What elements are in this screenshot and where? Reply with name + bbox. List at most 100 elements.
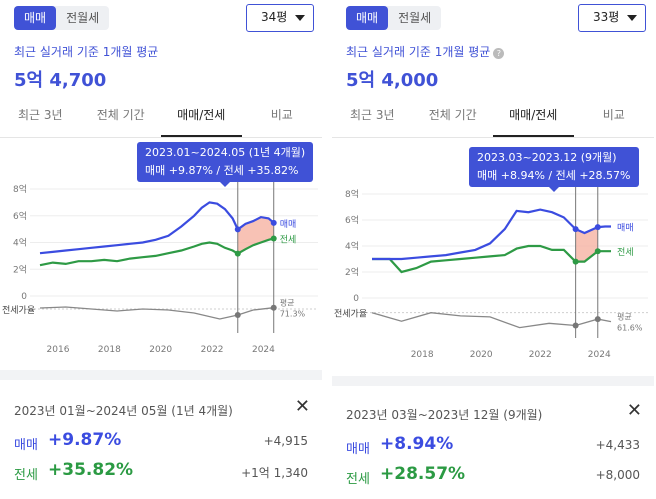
size-select-value: 33평 [593,10,620,24]
jeonse-end-label: 전세 [280,234,297,245]
tab-all-period[interactable]: 전체 기간 [96,108,145,122]
jeonse-label: 전세 [14,468,38,483]
summary-row-jeonse: 전세 +28.57% +8,000 [346,464,640,488]
y-tick-label: 8억 [345,188,359,200]
tooltip-period: 2023.03~2023.12 (9개월) [477,151,617,164]
ratio-marker [594,316,601,323]
tab-sale-jeonse[interactable]: 매매/전세 [161,100,242,137]
sale-label: 매매 [346,442,370,457]
sale-end-label: 매매 [617,223,634,234]
ratio-end-label: 평균 [280,298,295,308]
jeonse-marker [572,258,579,265]
sale-marker [594,224,601,231]
close-icon[interactable]: ✕ [626,400,642,421]
y-tick-label: 0 [353,294,359,304]
summary-period: 2023년 03월~2023년 12월 (9개월) [346,408,543,422]
tab-sale-jeonse[interactable]: 매매/전세 [493,100,574,137]
period-tabs: 최근 3년 전체 기간 매매/전세 비교 [0,100,322,138]
help-icon[interactable]: ? [493,48,505,59]
sale-label: 매매 [14,438,38,453]
ratio-end-label: 평균 [617,312,632,322]
toggle-sale[interactable]: 매매 [14,6,57,30]
jeonse-marker [270,235,277,242]
jeonse-change-amount: +1억 1,340 [241,466,308,480]
sale-change-amount: +4,915 [263,434,308,448]
highlight-area [575,227,598,262]
period-tabs: 최근 3년 전체 기간 매매/전세 비교 [332,100,654,138]
current-price: 5억 4,000 [346,70,439,91]
tab-all-period[interactable]: 전체 기간 [428,108,477,122]
x-tick-label: 2018 [98,345,121,355]
sale-line [372,208,611,261]
size-select[interactable]: 34평 [246,4,314,32]
range-tooltip: 2023.03~2023.12 (9개월) 매매 +8.94% / 전세 +28… [469,147,639,192]
ratio-marker [234,312,241,318]
jeonse-marker [234,250,241,257]
divider [332,376,654,386]
jeonse-line [39,237,274,267]
left-panel: 매매 전월세 34평 최근 실거래 기준 1개월 평균 5억 4,700 최근 … [0,0,322,499]
price-chart[interactable]: 8억 6억 4억 2억 0 매매 전세 평균 71.3% 전세가율 2016 2018 2020 2022… [0,139,322,365]
summary-row-sale: 매매 +8.94% +4,433 [346,434,640,458]
price-basis-text: 최근 실거래 기준 1개월 평균 [346,45,491,59]
price-chart[interactable]: 8억 6억 4억 2억 0 매매 전세 평균 61.6% 전세가율 2018 2020 2022 2024… [332,139,654,365]
tab-recent-3y[interactable]: 최근 3년 [17,108,63,122]
range-summary: 2023년 01월~2024년 05월 (1년 4개월) ✕ 매매 +9.87%… [0,380,322,499]
highlight-area [237,217,274,254]
tab-compare[interactable]: 비교 [270,108,293,122]
trade-type-toggle: 매매 전월세 [346,6,442,30]
size-select[interactable]: 33평 [578,4,646,32]
jeonse-marker [594,248,601,255]
y-tick-label: 2억 [345,266,359,278]
sale-marker [572,226,579,233]
jeonse-change-pct: +35.82% [48,460,134,480]
x-tick-label: 2024 [252,345,275,355]
trade-type-toggle: 매매 전월세 [14,6,110,30]
toggle-rent[interactable]: 전월세 [66,11,100,25]
divider [0,370,322,380]
sale-change-pct: +8.94% [380,434,454,454]
sale-line [39,201,275,255]
ratio-line [39,306,274,320]
sale-change-pct: +9.87% [48,430,122,450]
x-tick-label: 2022 [529,350,552,360]
y-tick-label: 8억 [13,183,27,195]
y-tick-label: 4억 [13,237,27,249]
caret-down-icon [295,15,305,21]
ratio-marker [572,322,579,329]
right-panel: 매매 전월세 33평 최근 실거래 기준 1개월 평균? 5억 4,000 최근… [332,0,654,499]
jeonse-end-label: 전세 [617,247,634,258]
price-basis-label: 최근 실거래 기준 1개월 평균 [14,45,159,59]
range-summary: 2023년 03월~2023년 12월 (9개월) ✕ 매매 +8.94% +4… [332,386,654,499]
x-tick-label: 2020 [470,350,493,360]
summary-period: 2023년 01월~2024년 05월 (1년 4개월) [14,404,233,418]
summary-row-jeonse: 전세 +35.82% +1억 1,340 [14,460,308,484]
jeonse-line [372,244,611,274]
toggle-sale[interactable]: 매매 [346,6,389,30]
price-basis-label: 최근 실거래 기준 1개월 평균? [346,43,505,60]
caret-down-icon [627,15,637,21]
ratio-axis-label: 전세가율 [2,305,35,316]
x-tick-label: 2018 [411,350,434,360]
sale-end-label: 매매 [280,219,297,230]
jeonse-change-amount: +8,000 [595,468,640,482]
close-icon[interactable]: ✕ [294,396,310,417]
y-tick-label: 2억 [13,263,27,275]
sale-marker [234,226,241,233]
ratio-end-value: 61.6% [617,324,643,333]
x-tick-label: 2016 [47,345,70,355]
tab-recent-3y[interactable]: 최근 3년 [349,108,395,122]
x-tick-label: 2020 [149,345,172,355]
y-tick-label: 6억 [13,210,27,222]
y-tick-label: 0 [21,292,27,302]
y-tick-label: 4억 [345,240,359,252]
toggle-rent[interactable]: 전월세 [398,11,432,25]
current-price: 5억 4,700 [14,70,107,91]
tab-compare[interactable]: 비교 [602,108,625,122]
tooltip-change: 매매 +8.94% / 전세 +28.57% [477,169,631,182]
summary-row-sale: 매매 +9.87% +4,915 [14,430,308,454]
x-tick-label: 2024 [588,350,611,360]
size-select-value: 34평 [261,10,288,24]
